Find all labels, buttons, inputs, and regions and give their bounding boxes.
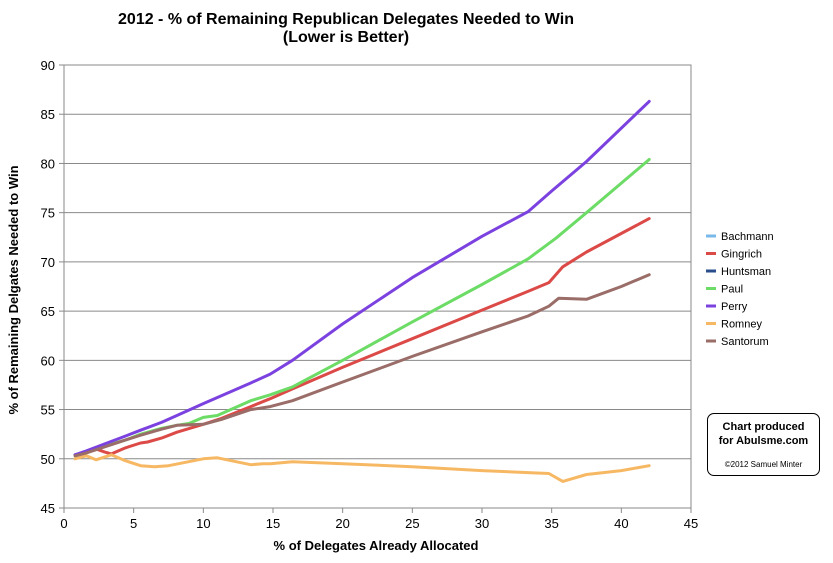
- series-line-gingrich: [73, 217, 651, 458]
- credit-copyright: ©2012 Samuel Minter: [724, 460, 803, 469]
- legend-label-romney: Romney: [721, 319, 762, 331]
- y-tick-label: 90: [41, 58, 55, 73]
- legend-label-paul: Paul: [721, 284, 743, 296]
- y-tick-label: 45: [41, 501, 55, 516]
- grid-lines: [64, 113, 691, 460]
- credit-line-1: Chart produced: [722, 421, 805, 433]
- y-tick-label: 50: [41, 452, 55, 467]
- y-tick-label: 80: [41, 156, 55, 171]
- credit-line-2: for Abulsme.com: [718, 435, 809, 447]
- series-line-perry: [73, 99, 651, 457]
- y-tick-label: 55: [41, 403, 55, 418]
- chart-title: 2012 - % of Remaining Republican Delegat…: [118, 11, 574, 28]
- x-tick-label: 40: [614, 516, 628, 531]
- legend-label-perry: Perry: [721, 301, 748, 313]
- legend-label-huntsman: Huntsman: [721, 266, 771, 278]
- y-tick-label: 60: [41, 353, 55, 368]
- credit-box: Chart produced for Abulsme.com ©2012 Sam…: [707, 413, 820, 476]
- x-tick-label: 20: [335, 516, 349, 531]
- x-tick-label: 5: [130, 516, 137, 531]
- y-axis-title: % of Remaining Delgates Needed to Win: [6, 165, 21, 414]
- legend-label-santorum: Santorum: [721, 336, 769, 348]
- x-axis-title: % of Delegates Already Allocated: [274, 538, 479, 553]
- series-line-paul: [73, 158, 651, 458]
- x-tick-label: 15: [266, 516, 280, 531]
- plot-area: [63, 64, 692, 509]
- legend: Bachmann Gingrich Huntsman Paul Perry Romney S…: [706, 231, 774, 348]
- y-tick-label: 65: [41, 304, 55, 319]
- x-tick-label: 0: [60, 516, 67, 531]
- legend-label-bachmann: Bachmann: [721, 231, 774, 243]
- series-line-santorum: [73, 273, 651, 458]
- legend-label-gingrich: Gingrich: [721, 249, 762, 261]
- chart-subtitle: (Lower is Better): [283, 29, 409, 46]
- x-tick-label: 10: [196, 516, 210, 531]
- y-tick-label: 85: [41, 107, 55, 122]
- series-line-romney: [73, 453, 651, 483]
- axis-ticks: 45 50 55 60 65 70 75 80 85 90 0 5 10 15 20 25 30 35 40 45: [41, 58, 699, 531]
- y-tick-label: 75: [41, 206, 55, 221]
- y-tick-label: 70: [41, 255, 55, 270]
- x-tick-label: 35: [544, 516, 558, 531]
- x-tick-label: 30: [475, 516, 489, 531]
- x-tick-label: 45: [684, 516, 698, 531]
- x-tick-label: 25: [405, 516, 419, 531]
- series-lines: [73, 99, 651, 483]
